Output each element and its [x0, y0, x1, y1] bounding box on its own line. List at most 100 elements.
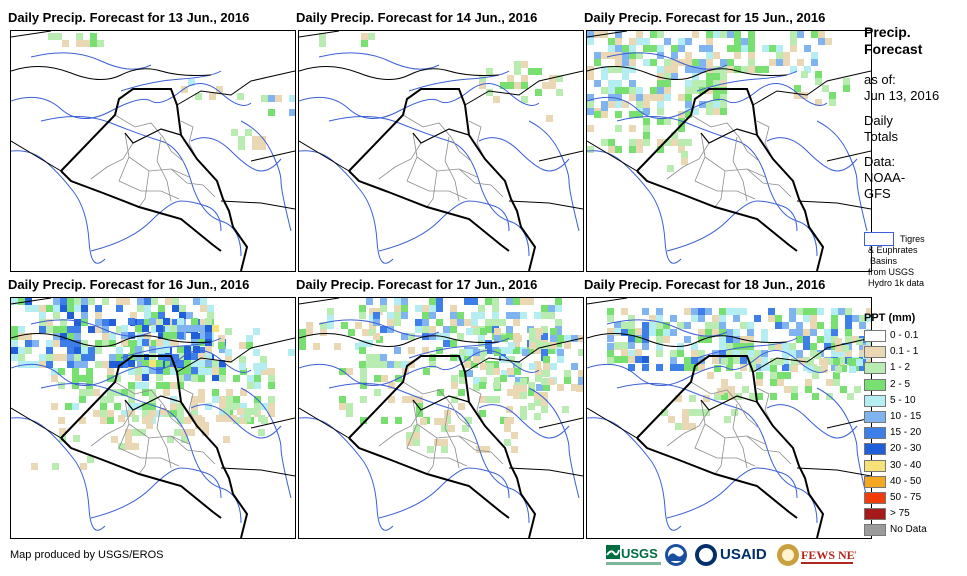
precip-cell [825, 38, 832, 45]
precip-cell [528, 68, 535, 75]
precip-cell [88, 298, 95, 305]
precip-cell [515, 335, 522, 342]
ppt-class-swatch [864, 346, 886, 359]
precip-cell [239, 363, 246, 370]
precip-cell [513, 340, 520, 347]
precip-cell [74, 326, 81, 333]
precip-cell [376, 308, 383, 315]
precip-cell [128, 389, 135, 396]
precip-cell [60, 333, 67, 340]
precip-map [10, 30, 296, 272]
precip-cell [724, 416, 731, 423]
basin-boundary [11, 52, 152, 264]
precip-cell [756, 379, 763, 386]
precip-cell [422, 312, 429, 319]
precip-cell [268, 95, 275, 102]
precip-cell [838, 350, 845, 357]
precip-cell [698, 350, 705, 357]
precip-cell [678, 38, 685, 45]
precip-cell [130, 340, 137, 347]
panel-title: Daily Precip. Forecast for 15 Jun., 2016 [584, 10, 826, 25]
precip-cell [845, 350, 852, 357]
precip-cell [487, 363, 494, 370]
precip-cell [443, 326, 450, 333]
precip-cell [121, 410, 128, 417]
precip-cell [170, 325, 177, 332]
iraq-border [636, 88, 825, 271]
ppt-class-swatch [864, 508, 886, 521]
precip-cell [46, 326, 53, 333]
governorate-boundary [426, 170, 438, 208]
precip-cell [784, 372, 791, 379]
precip-cell [657, 118, 664, 125]
precip-cell [135, 368, 142, 375]
precip-cell [685, 139, 692, 146]
precip-cell [791, 365, 798, 372]
precip-cell [656, 343, 663, 350]
precip-cell [534, 347, 541, 354]
precip-cell [163, 382, 170, 389]
precip-cell [142, 367, 149, 374]
precip-cell [770, 372, 777, 379]
precip-cell [543, 356, 550, 363]
precip-cell [789, 343, 796, 350]
precip-cell [556, 89, 563, 96]
precip-cell [464, 354, 471, 361]
precip-cell [346, 410, 353, 417]
precip-cell [692, 87, 699, 94]
precip-cell [564, 335, 571, 342]
precip-cell [18, 333, 25, 340]
governorate-boundary [458, 168, 504, 198]
precip-cell [587, 38, 594, 45]
precip-cell [783, 52, 790, 59]
precip-cell [429, 361, 436, 368]
precip-cell [380, 326, 387, 333]
precip-cell [684, 336, 691, 343]
precip-cell [712, 322, 719, 329]
governorate-boundary [378, 142, 422, 180]
precip-cell [803, 308, 810, 315]
precip-cell [380, 298, 387, 305]
precip-cell [859, 322, 866, 329]
precip-cell [107, 396, 114, 403]
precip-cell [25, 347, 32, 354]
precip-cell [636, 52, 643, 59]
precip-cell [714, 393, 721, 400]
precip-cell [548, 347, 555, 354]
precip-cell [253, 328, 260, 335]
precip-cell [499, 347, 506, 354]
precip-cell [184, 353, 191, 360]
basin-boundary [11, 319, 152, 531]
precip-cell [198, 353, 205, 360]
precip-cell [698, 329, 705, 336]
precip-cell [835, 338, 842, 345]
precip-cell [128, 410, 135, 417]
precip-cell [734, 31, 741, 38]
precip-cell [513, 312, 520, 319]
precip-cell [587, 125, 594, 132]
precip-cell [831, 364, 838, 371]
precip-cell [401, 333, 408, 340]
precip-cell [494, 377, 501, 384]
precip-cell [149, 396, 156, 403]
precip-cell [464, 361, 471, 368]
precip-cell [543, 342, 550, 349]
precip-cell [643, 45, 650, 52]
precip-cell [466, 349, 473, 356]
precip-cell [521, 82, 528, 89]
precip-cell [748, 59, 755, 66]
precip-cell [160, 408, 167, 415]
precip-cell [607, 315, 614, 322]
precip-cell [845, 308, 852, 315]
precip-cell [520, 392, 527, 399]
precip-cell [684, 357, 691, 364]
precip-cell [678, 111, 685, 118]
precip-cell [125, 436, 132, 443]
precip-cell [663, 336, 670, 343]
precip-cell [629, 111, 636, 118]
precip-cell [401, 312, 408, 319]
precip-cell [675, 395, 682, 402]
precip-cell [726, 308, 733, 315]
precip-cell [810, 315, 817, 322]
precip-cell [685, 52, 692, 59]
